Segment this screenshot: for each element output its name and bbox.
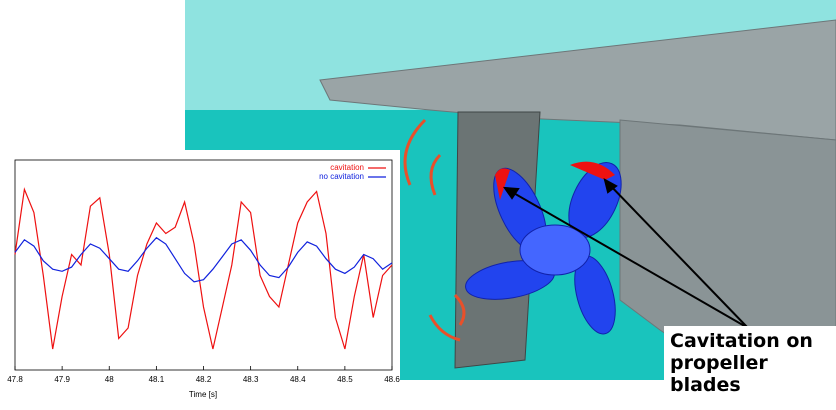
x-tick-label: 47.8 <box>7 375 23 384</box>
x-tick-label: 48.5 <box>337 375 353 384</box>
x-tick-label: 48.1 <box>149 375 165 384</box>
x-tick-label: 48.3 <box>243 375 259 384</box>
annotation: Cavitation on propeller blades <box>670 330 830 396</box>
x-tick-label: 47.9 <box>54 375 70 384</box>
x-tick-label: 48.6 <box>384 375 400 384</box>
legend-label: no cavitation <box>319 172 364 181</box>
x-tick-label: 48.2 <box>196 375 212 384</box>
x-tick-label: 48.4 <box>290 375 306 384</box>
x-tick-label: 48 <box>105 375 114 384</box>
series-line <box>15 238 392 282</box>
page: Time [s] 47.8 47.9 48 48.1 48.2 48.3 48.4 48.5 4… <box>0 0 836 410</box>
legend-label: cavitation <box>330 163 364 172</box>
x-axis-label: Time [s] <box>189 390 217 399</box>
